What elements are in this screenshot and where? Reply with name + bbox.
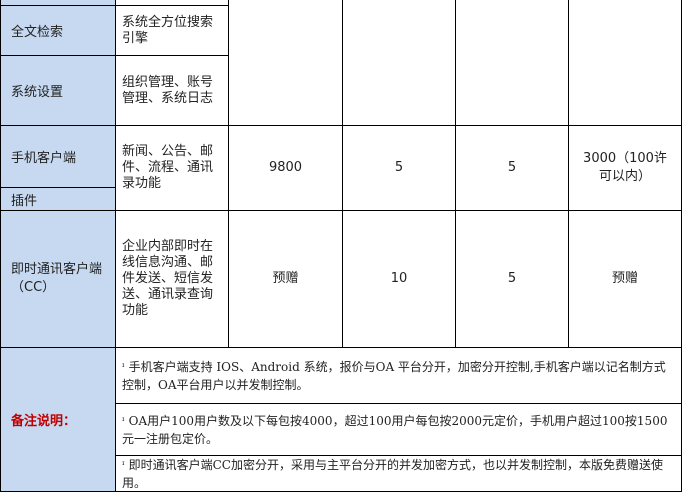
row-desc: 系统全方位搜索引擎 xyxy=(115,5,229,56)
value-cell: 5 xyxy=(342,125,456,211)
merged-cell xyxy=(342,0,456,126)
row-name: 即时通讯客户端（CC） xyxy=(0,210,116,348)
merged-cell xyxy=(228,0,343,126)
row-desc: 新闻、公告、邮件、流程、通讯录功能 xyxy=(115,125,229,211)
note-item: ᶦ OA用户100用户数及以下每包按4000，超过100用户每包按2000元定价… xyxy=(115,403,682,456)
row-name: 手机客户端 xyxy=(0,125,116,188)
row-desc: 企业内部即时在线信息沟通、邮件发送、短信发送、通讯录查询功能 xyxy=(115,210,229,348)
notes-label: 备注说明： xyxy=(0,347,116,492)
merged-cell xyxy=(455,0,569,126)
value-cell: 预赠 xyxy=(568,210,682,348)
row-subname: 插件 xyxy=(0,187,116,211)
price-cell: 预赠 xyxy=(228,210,343,348)
merged-cell xyxy=(568,0,682,126)
value-cell: 5 xyxy=(455,125,569,211)
note-item: ᶦ 即时通讯客户端CC加密分开，采用与主平台分开的并发加密方式，也以并发制控制，… xyxy=(115,455,682,492)
value-cell: 10 xyxy=(342,210,456,348)
row-name: 全文检索 xyxy=(0,5,116,56)
note-item: ᶦ 手机客户端支持 IOS、Android 系统，报价与OA 平台分开，加密分开… xyxy=(115,347,682,404)
row-name: 系统设置 xyxy=(0,55,116,126)
price-cell: 9800 xyxy=(228,125,343,211)
row-desc: 组织管理、账号管理、系统日志 xyxy=(115,55,229,126)
value-cell: 5 xyxy=(455,210,569,348)
value-cell: 3000（100许可以内） xyxy=(568,125,682,211)
